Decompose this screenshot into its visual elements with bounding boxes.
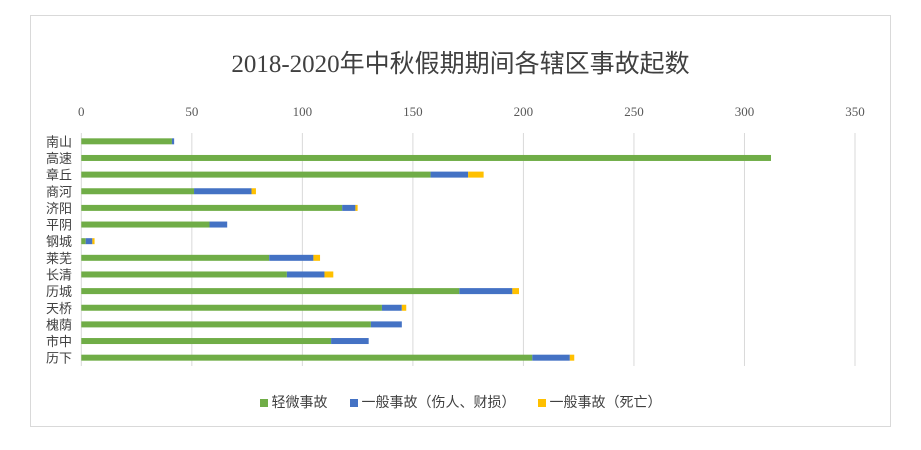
legend-label: 轻微事故 [271,395,328,411]
legend-item: 一般事故（死亡） [537,392,662,412]
bar-injury [286,271,325,278]
bar-fatal [92,238,95,245]
x-tick-label: 100 [293,104,313,119]
y-tick-label: 南山 [46,134,72,150]
bar-minor [81,238,86,245]
bar-injury [269,254,314,261]
y-tick-label: 章丘 [46,168,72,184]
x-tick-label: 350 [845,104,865,119]
y-tick-label: 历下 [46,352,72,367]
x-tick-label: 0 [78,104,85,119]
bar-injury [430,171,469,178]
bar-minor [81,188,195,195]
y-tick-label: 长清 [46,268,72,283]
y-tick-label: 高速 [46,151,72,167]
y-tick-label: 商河 [46,185,72,200]
legend-label: 一般事故（死亡） [549,395,662,411]
bar-minor [81,138,172,145]
y-tick-label: 市中 [46,334,72,350]
bar-minor [81,321,371,328]
legend-swatch [537,399,546,407]
bar-injury [194,188,252,195]
chart-frame [30,15,891,427]
bar-minor [81,204,343,211]
x-tick-label: 50 [185,104,198,119]
bar-minor [81,254,270,261]
bar-injury [85,238,93,245]
bar-fatal [313,254,321,261]
x-tick-label: 150 [403,104,423,119]
legend-swatch [349,399,358,407]
legend-label: 一般事故（伤人、财损） [361,395,516,411]
bar-fatal [569,354,575,361]
bar-injury [171,138,175,145]
y-tick-label: 平阴 [46,219,72,234]
bar-injury [381,304,402,311]
bar-minor [81,221,210,228]
bar-fatal [401,304,407,311]
x-tick-label: 250 [624,104,644,119]
legend: 轻微事故 一般事故（伤人、财损） 一般事故（死亡） [0,392,921,412]
bar-fatal [324,271,334,278]
bar-fatal [468,171,484,178]
x-tick-label: 300 [735,104,755,119]
chart-title: 2018-2020年中秋假期期间各辖区事故起数 [231,51,690,78]
bar-injury [342,204,356,211]
bar-injury [209,221,228,228]
bar-injury [331,338,369,345]
y-tick-label: 钢城 [46,235,72,250]
bar-fatal [251,188,256,195]
legend-item: 轻微事故 [259,392,328,412]
bar-minor [81,304,382,311]
legend-swatch [259,399,268,407]
bar-minor [81,288,460,295]
bar-injury [532,354,570,361]
bar-minor [81,354,533,361]
y-tick-label: 莱芜 [46,252,72,267]
y-tick-label: 槐荫 [46,317,72,333]
y-tick-label: 历城 [46,285,72,300]
bar-fatal [512,288,519,295]
bar-minor [81,154,771,161]
bar-minor [81,271,287,278]
bar-fatal [355,204,358,211]
bar-injury [370,321,402,328]
y-tick-label: 天桥 [46,302,72,317]
x-tick-label: 200 [514,104,534,119]
y-tick-label: 济阳 [46,202,72,217]
bar-minor [81,171,431,178]
bar-injury [459,288,513,295]
legend-item: 一般事故（伤人、财损） [349,392,516,412]
bar-minor [81,338,332,345]
